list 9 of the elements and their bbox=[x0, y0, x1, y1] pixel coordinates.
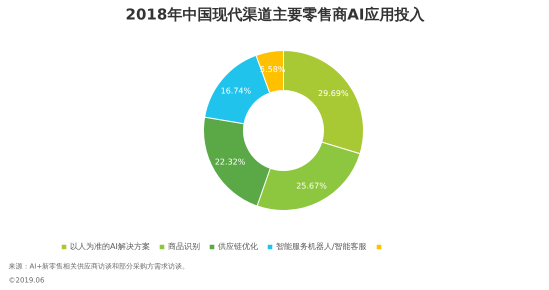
chart-title: 2018年中国现代渠道主要零售商AI应用投入 bbox=[126, 6, 426, 24]
legend-label: 以人为准的AI解决方案 bbox=[70, 241, 150, 252]
data-label: 16.74% bbox=[220, 86, 252, 96]
legend-label: 商品识别 bbox=[168, 241, 200, 252]
legend-label: 供应链优化 bbox=[218, 241, 258, 252]
data-label: 22.32% bbox=[214, 157, 246, 166]
data-label: 25.67% bbox=[296, 181, 328, 190]
legend-label: 智能服务机器人/智能客服 bbox=[276, 241, 367, 252]
data-label: 29.69% bbox=[318, 89, 349, 98]
